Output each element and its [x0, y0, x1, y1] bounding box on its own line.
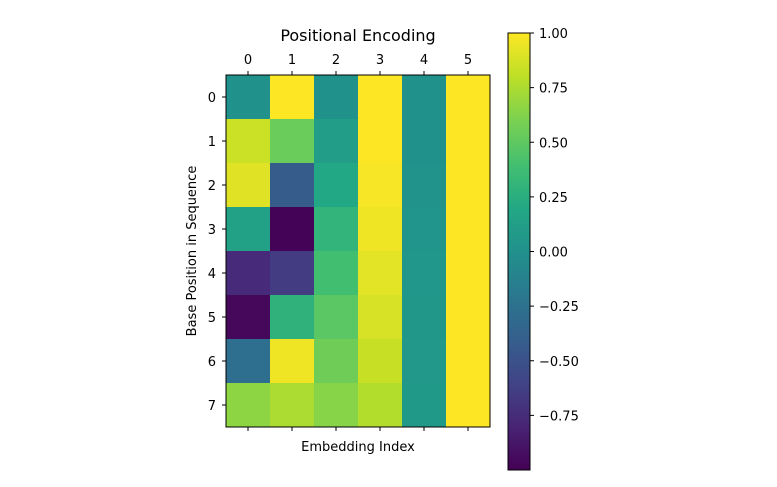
x-tick-label: 3	[376, 53, 384, 68]
heatmap-cell	[402, 119, 447, 164]
y-tick-label: 5	[208, 311, 216, 326]
y-tick-label: 1	[208, 135, 216, 150]
x-tick-label: 1	[288, 53, 296, 68]
x-bottom-ticks	[247, 427, 469, 431]
heatmap-cell	[358, 339, 403, 384]
heatmap-cell	[358, 207, 403, 252]
heatmap-cells	[226, 75, 491, 428]
heatmap-cell	[226, 295, 271, 340]
heatmap-cell	[314, 251, 359, 296]
heatmap-cell	[402, 339, 447, 384]
heatmap-cell	[226, 163, 271, 208]
heatmap-cell	[358, 163, 403, 208]
heatmap-cell	[226, 339, 271, 384]
y-axis-label: Base Position in Sequence	[185, 166, 200, 337]
y-tick-label: 0	[208, 91, 216, 106]
heatmap-cell	[270, 383, 315, 428]
heatmap-cell	[446, 295, 491, 340]
y-tick-label: 7	[208, 399, 216, 414]
heatmap-cell	[314, 339, 359, 384]
colorbar-tick-label: −0.50	[539, 355, 579, 370]
heatmap-cell	[446, 339, 491, 384]
colorbar	[508, 33, 530, 470]
x-axis-label: Embedding Index	[301, 440, 415, 455]
x-tick-label: 0	[244, 53, 252, 68]
heatmap-cell	[270, 339, 315, 384]
heatmap-cell	[402, 383, 447, 428]
heatmap-cell	[446, 163, 491, 208]
heatmap-cell	[402, 251, 447, 296]
heatmap-cell	[314, 119, 359, 164]
heatmap-cell	[402, 295, 447, 340]
y-tick-label: 6	[208, 355, 216, 370]
heatmap-cell	[226, 251, 271, 296]
y-tick-labels: 0 1 2 3 4 5 6 7	[208, 91, 226, 414]
heatmap-cell	[358, 119, 403, 164]
heatmap-cell	[358, 383, 403, 428]
heatmap-cell	[446, 207, 491, 252]
heatmap-cell	[270, 163, 315, 208]
colorbar-tick-label: 0.50	[539, 136, 568, 151]
heatmap-cell	[226, 207, 271, 252]
plot-frame	[225, 74, 491, 428]
colorbar-tick-label: −0.25	[539, 300, 579, 315]
colorbar-tick-label: −0.75	[539, 409, 579, 424]
colorbar-tick-label: 0.75	[539, 82, 568, 97]
heatmap-cell	[314, 207, 359, 252]
heatmap-cell	[446, 251, 491, 296]
chart-title: Positional Encoding	[280, 26, 435, 45]
heatmap-cell	[402, 163, 447, 208]
colorbar-ticks: 1.00 0.75 0.50 0.25 0.00 −0.25 −0.50 −0.75	[530, 27, 579, 424]
heatmap-cell	[358, 295, 403, 340]
heatmap-cell	[226, 75, 271, 120]
heatmap-cell	[270, 295, 315, 340]
heatmap-cell	[446, 119, 491, 164]
x-tick-label: 4	[420, 53, 428, 68]
heatmap-cell	[270, 119, 315, 164]
x-tick-label: 5	[464, 53, 472, 68]
colorbar-tick-label: 0.00	[539, 246, 568, 261]
colorbar-tick-label: 1.00	[539, 27, 568, 42]
heatmap-cell	[446, 75, 491, 120]
heatmap-cell	[314, 163, 359, 208]
heatmap-cell	[446, 383, 491, 428]
heatmap-cell	[270, 75, 315, 120]
heatmap-cell	[270, 251, 315, 296]
heatmap-cell	[270, 207, 315, 252]
heatmap-cell	[314, 383, 359, 428]
x-tick-label: 2	[332, 53, 340, 68]
y-tick-label: 3	[208, 223, 216, 238]
heatmap-cell	[402, 75, 447, 120]
heatmap-cell	[226, 383, 271, 428]
x-tick-labels: 0 1 2 3 4 5	[244, 53, 472, 75]
y-tick-label: 2	[208, 179, 216, 194]
heatmap-cell	[226, 119, 271, 164]
heatmap-cell	[314, 295, 359, 340]
colorbar-tick-label: 0.25	[539, 191, 568, 206]
heatmap-cell	[358, 75, 403, 120]
heatmap-cell	[314, 75, 359, 120]
heatmap-cell	[358, 251, 403, 296]
y-tick-label: 4	[208, 267, 216, 282]
heatmap-cell	[402, 207, 447, 252]
